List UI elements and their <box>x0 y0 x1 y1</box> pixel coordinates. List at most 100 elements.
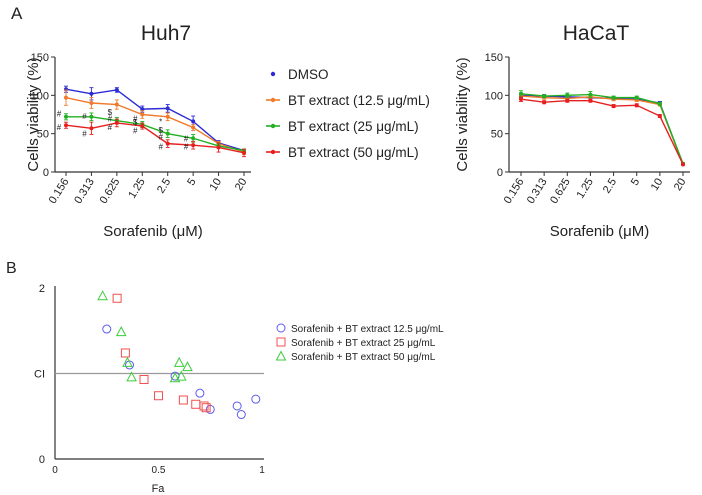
hacat-chart-bt-extract-50-g-ml-point <box>681 162 685 167</box>
ci-ytick-label: 2 <box>39 283 45 295</box>
huh7-chart-dmso-point <box>140 107 145 112</box>
huh7-chart-xtick-label: 0.625 <box>98 176 123 206</box>
huh7-chart-bt-extract-50-g-ml-line <box>65 122 245 154</box>
ci-sorafenib-bt-extract-12-5-g-ml-legend-marker <box>276 323 286 333</box>
hacat-chart-xtick-label: 0.313 <box>525 176 550 206</box>
huh7-chart-legend-dmso-swatch-marker <box>270 71 276 77</box>
hacat-chart-xtick-label: 5 <box>629 176 642 188</box>
huh7-chart-bt-extract-50-g-ml-point <box>165 141 170 146</box>
huh7-chart-bt-extract-50-g-ml-point <box>140 124 145 128</box>
huh7-chart: Huh7 0 50 100 150 0.156 0.313 0.625 1.25 2.5 5 10 20… <box>25 22 430 240</box>
hacat-chart-xtick-label: 1.25 <box>574 176 596 201</box>
ci-chart: 0 2 CI 0 0.5 1 Fa Sorafenib + BT extract 12.5 μ… <box>34 283 444 495</box>
huh7-chart-bt-extract-12-5-g-ml-line <box>65 96 245 153</box>
hacat-chart-bt-extract-25-g-ml-point <box>542 94 547 99</box>
ci-sorafenib-bt-extract-25-g-ml-point <box>139 374 149 384</box>
ci-sorafenib-bt-extract-50-g-ml-point <box>115 326 127 337</box>
huh7-chart-xtick-label: 0.156 <box>47 176 72 206</box>
ci-sorafenib-bt-extract-25-g-ml-point <box>201 403 211 413</box>
ci-sorafenib-bt-extract-25-g-ml-legend-marker <box>276 337 286 347</box>
huh7-chart-bt-extract-25-g-ml-point <box>64 114 68 119</box>
ci-sorafenib-bt-extract-12-5-g-ml-point <box>232 401 242 411</box>
ci-sorafenib-bt-extract-12-5-g-ml-point <box>102 324 112 334</box>
hacat-chart-bt-extract-50-g-ml-point <box>542 100 547 105</box>
ci-sorafenib-bt-extract-25-g-ml-point <box>178 395 188 405</box>
hacat-chart-bt-extract-50-g-ml-point <box>565 98 570 103</box>
hacat-chart-bt-extract-25-g-ml-point <box>657 101 662 106</box>
hacat-chart-x-axis-label: Sorafenib (μM) <box>550 223 650 240</box>
hacat-chart-ytick-label: 50 <box>491 129 503 141</box>
hacat-chart-bt-extract-12-5-g-ml-line <box>520 95 684 165</box>
panel-label-b: B <box>6 260 17 277</box>
huh7-chart-significance-mark: # <box>108 114 113 123</box>
hacat-chart-bt-extract-25-g-ml-point <box>611 95 616 100</box>
hacat-chart-bt-extract-25-g-ml-point <box>634 95 639 100</box>
huh7-chart-significance-mark: # <box>82 130 87 139</box>
huh7-chart-bt-extract-12-5-g-ml-point <box>114 102 119 107</box>
hacat-chart-xtick-label: 0.625 <box>548 176 573 206</box>
hacat-chart-ytick-label: 150 <box>485 52 503 64</box>
huh7-chart-title: Huh7 <box>141 22 191 45</box>
huh7-chart-significance-mark: # <box>184 143 189 152</box>
huh7-chart-significance-mark: # <box>158 143 163 152</box>
hacat-chart-bt-extract-50-g-ml-point <box>519 97 523 102</box>
huh7-chart-xtick-label: 2.5 <box>155 176 173 195</box>
ci-sorafenib-bt-extract-50-g-ml-point <box>182 361 193 372</box>
huh7-chart-significance-mark: # <box>158 133 163 142</box>
huh7-chart-bt-extract-25-g-ml-point <box>191 136 196 141</box>
huh7-chart-significance-mark: # <box>184 134 189 143</box>
hacat-chart-title: HaCaT <box>563 22 630 45</box>
huh7-chart-significance-mark: $ <box>158 126 163 135</box>
huh7-chart-bt-extract-12-5-g-ml-point <box>140 112 145 117</box>
ci-sorafenib-bt-extract-50-g-ml-point <box>122 356 133 367</box>
ci-sorafenib-bt-extract-25-g-ml-point <box>191 399 201 409</box>
hacat-chart-bt-extract-50-g-ml-point <box>611 104 616 109</box>
ci-sorafenib-bt-extract-25-g-ml-legend-label: Sorafenib + BT extract 25 μg/mL <box>291 338 436 349</box>
huh7-chart-significance-mark: # <box>108 123 113 132</box>
ci-sorafenib-bt-extract-25-g-ml-point <box>154 391 163 401</box>
hacat-chart-bt-extract-50-g-ml-point <box>588 98 593 103</box>
hacat-chart-bt-extract-25-g-ml-point <box>588 92 593 97</box>
huh7-chart-ytick-label: 0 <box>43 167 49 179</box>
huh7-chart-ytick-label: 100 <box>31 90 49 102</box>
ci-sorafenib-bt-extract-25-g-ml-point <box>112 293 122 303</box>
huh7-chart-bt-extract-25-g-ml-point <box>165 131 170 136</box>
huh7-chart-bt-extract-50-g-ml-point <box>242 150 246 155</box>
ci-sorafenib-bt-extract-12-5-g-ml-point <box>251 394 261 404</box>
huh7-chart-legend-bt-extract-25-g-ml-label: BT extract (25 μg/mL) <box>288 119 419 134</box>
huh7-chart-xtick-label: 1.25 <box>126 176 148 201</box>
huh7-chart-legend-bt-extract-12-5-g-ml-label: BT extract (12.5 μg/mL) <box>288 93 430 108</box>
ci-x-axis-label: Fa <box>152 483 166 495</box>
hacat-chart-bt-extract-50-g-ml-line <box>520 98 684 165</box>
huh7-chart-significance-mark: # <box>133 127 138 136</box>
hacat-chart-xtick-label: 20 <box>672 176 689 193</box>
huh7-chart-legend-bt-extract-50-g-ml-label: BT extract (50 μg/mL) <box>288 145 419 160</box>
huh7-chart-dmso-point <box>165 106 170 111</box>
huh7-chart-bt-extract-12-5-g-ml-point <box>191 125 196 130</box>
huh7-chart-xtick-label: 0.313 <box>72 176 97 206</box>
huh7-chart-x-axis-label: Sorafenib (μM) <box>103 223 203 240</box>
hacat-chart-bt-extract-25-g-ml-point <box>519 91 523 96</box>
huh7-chart-bt-extract-25-g-ml-point <box>89 114 94 119</box>
huh7-chart-significance-mark: # <box>57 110 62 119</box>
hacat-chart-bt-extract-25-g-ml-point <box>565 93 570 98</box>
ci-sorafenib-bt-extract-12-5-g-ml-legend-label: Sorafenib + BT extract 12.5 μg/mL <box>291 324 444 335</box>
huh7-chart-bt-extract-12-5-g-ml-point <box>89 101 94 105</box>
hacat-chart-xtick-label: 2.5 <box>601 176 619 195</box>
hacat-chart-ytick-label: 0 <box>497 167 503 179</box>
huh7-chart-significance-mark: * <box>159 117 162 126</box>
huh7-chart-dmso-point <box>89 91 94 96</box>
huh7-chart-ytick-label: 150 <box>31 52 49 64</box>
ci-xtick-label: 0 <box>52 465 58 476</box>
ci-sorafenib-bt-extract-50-g-ml-point <box>169 372 181 383</box>
huh7-chart-dmso-line <box>65 88 245 152</box>
huh7-chart-ytick-label: 50 <box>37 129 49 141</box>
huh7-chart-bt-extract-12-5-g-ml-point <box>64 95 68 100</box>
huh7-chart-bt-extract-12-5-g-ml-point <box>165 114 170 119</box>
ci-sorafenib-bt-extract-50-g-ml-legend-marker <box>275 350 287 361</box>
ci-sorafenib-bt-extract-50-g-ml-point <box>173 356 185 367</box>
ci-xtick-label: 1 <box>259 465 265 476</box>
ci-ytick-label: 0 <box>39 454 45 466</box>
